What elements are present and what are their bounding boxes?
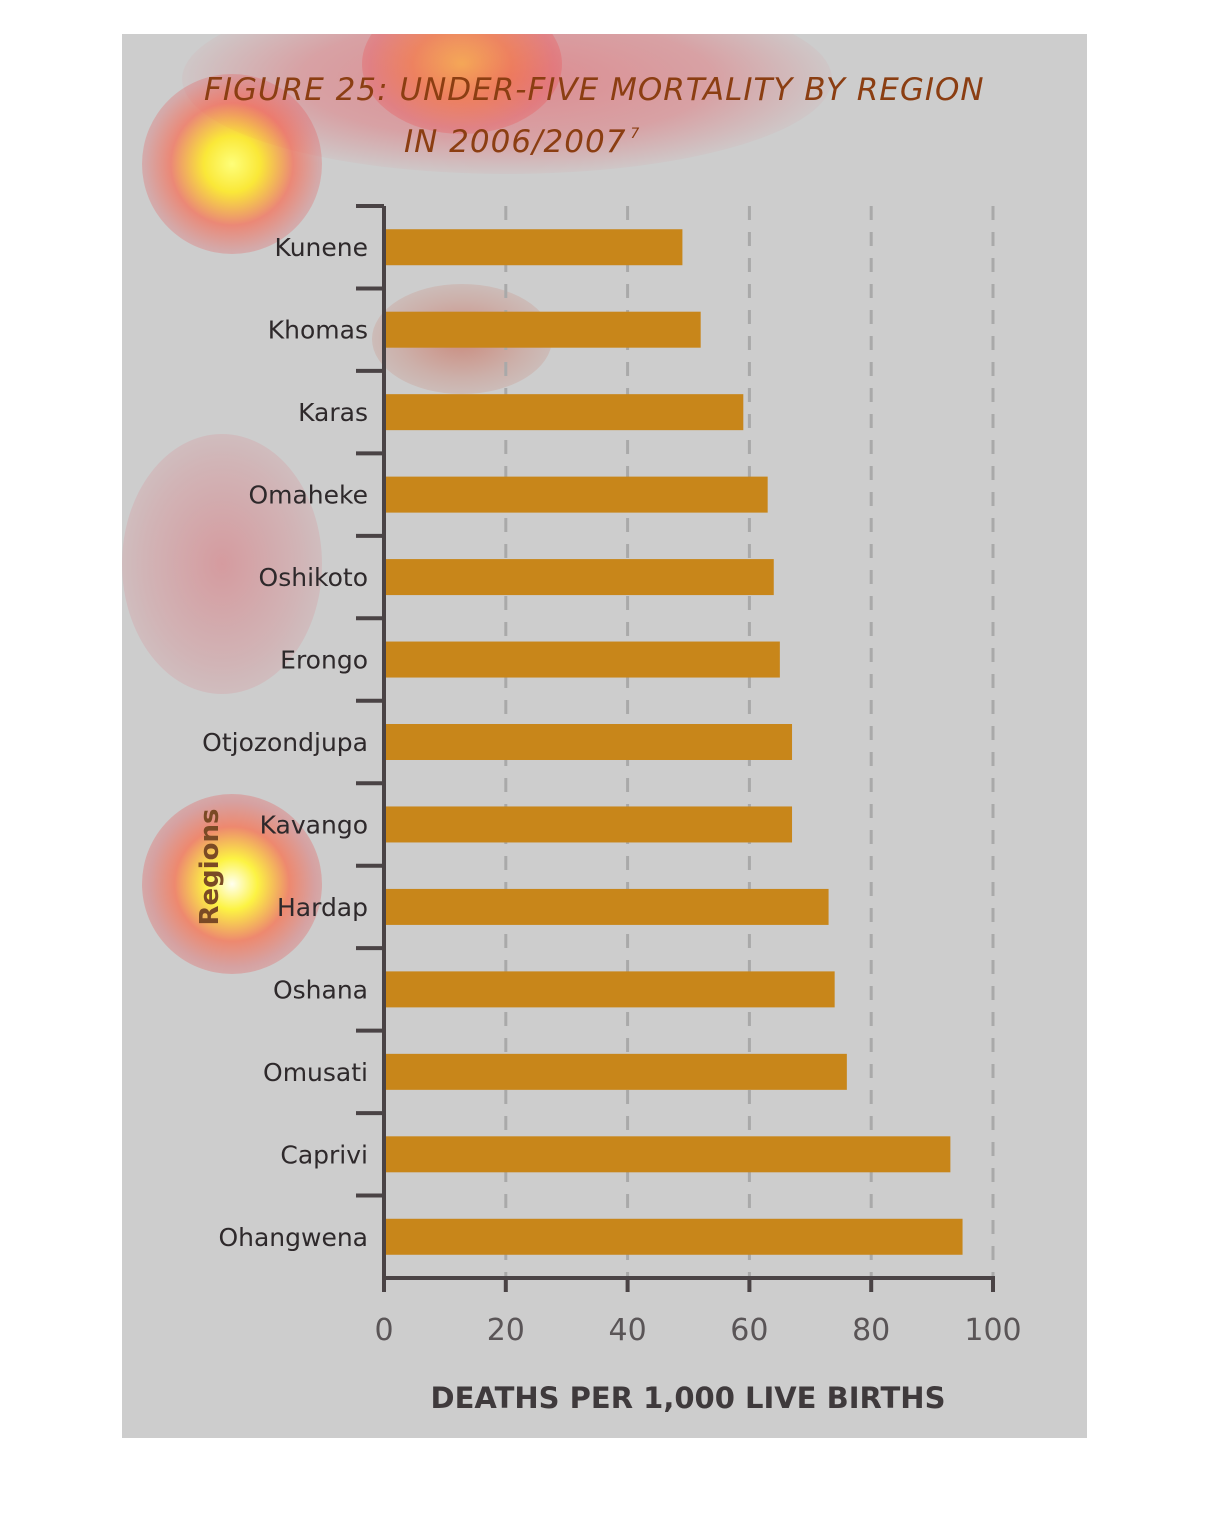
category-label: Caprivi [280,1140,368,1169]
bar-omusati [384,1053,847,1090]
category-label: Karas [298,398,368,427]
bar-oshana [384,971,835,1008]
bar-karas [384,394,744,431]
y-axis-title: Regions [195,808,225,925]
bar-chart: 0 20 40 60 80 100 Kunene Khomas Karas Omaheke Oshi… [195,204,1022,1415]
bar-ohangwena [384,1218,963,1255]
category-label: Kavango [260,810,368,839]
x-tick-label: 0 [374,1313,393,1348]
chart-title-line-2-text: IN 2006/2007 [404,124,627,160]
category-label: Ohangwena [218,1223,368,1252]
bar-otjozondjupa [384,724,793,760]
category-label: Otjozondjupa [202,728,368,757]
bar-hardap [384,888,829,925]
chart-title-line-1: FIGURE 25: UNDER-FIVE MORTALITY BY REGIO… [204,72,985,108]
bar-oshikoto [384,559,774,596]
category-label: Erongo [280,646,368,675]
bar-omaheke [384,476,768,513]
category-label: Omaheke [248,481,368,510]
x-tick-label: 80 [852,1313,890,1348]
category-label: Omusati [263,1058,368,1087]
category-label: Oshana [273,975,368,1004]
bar-kavango [384,806,793,843]
x-tick-label: 20 [487,1313,525,1348]
x-tick-label: 40 [609,1313,647,1348]
bar-caprivi [384,1136,951,1173]
category-label: Hardap [277,893,368,922]
category-label: Oshikoto [259,563,368,592]
chart-title-footnote: 7 [630,126,641,142]
bar-erongo [384,641,780,678]
x-tick-label: 60 [730,1313,768,1348]
bar-kunene [384,229,683,266]
x-tick-label: 100 [964,1313,1021,1348]
x-axis-title: DEATHS PER 1,000 LIVE BIRTHS [431,1381,946,1415]
category-label: Kunene [275,233,368,262]
bar-khomas [384,311,701,348]
category-label: Khomas [268,316,368,345]
chart-title-line-2: IN 2006/2007 7 [404,124,640,160]
chart-panel: FIGURE 25: UNDER-FIVE MORTALITY BY REGIO… [122,34,1087,1438]
